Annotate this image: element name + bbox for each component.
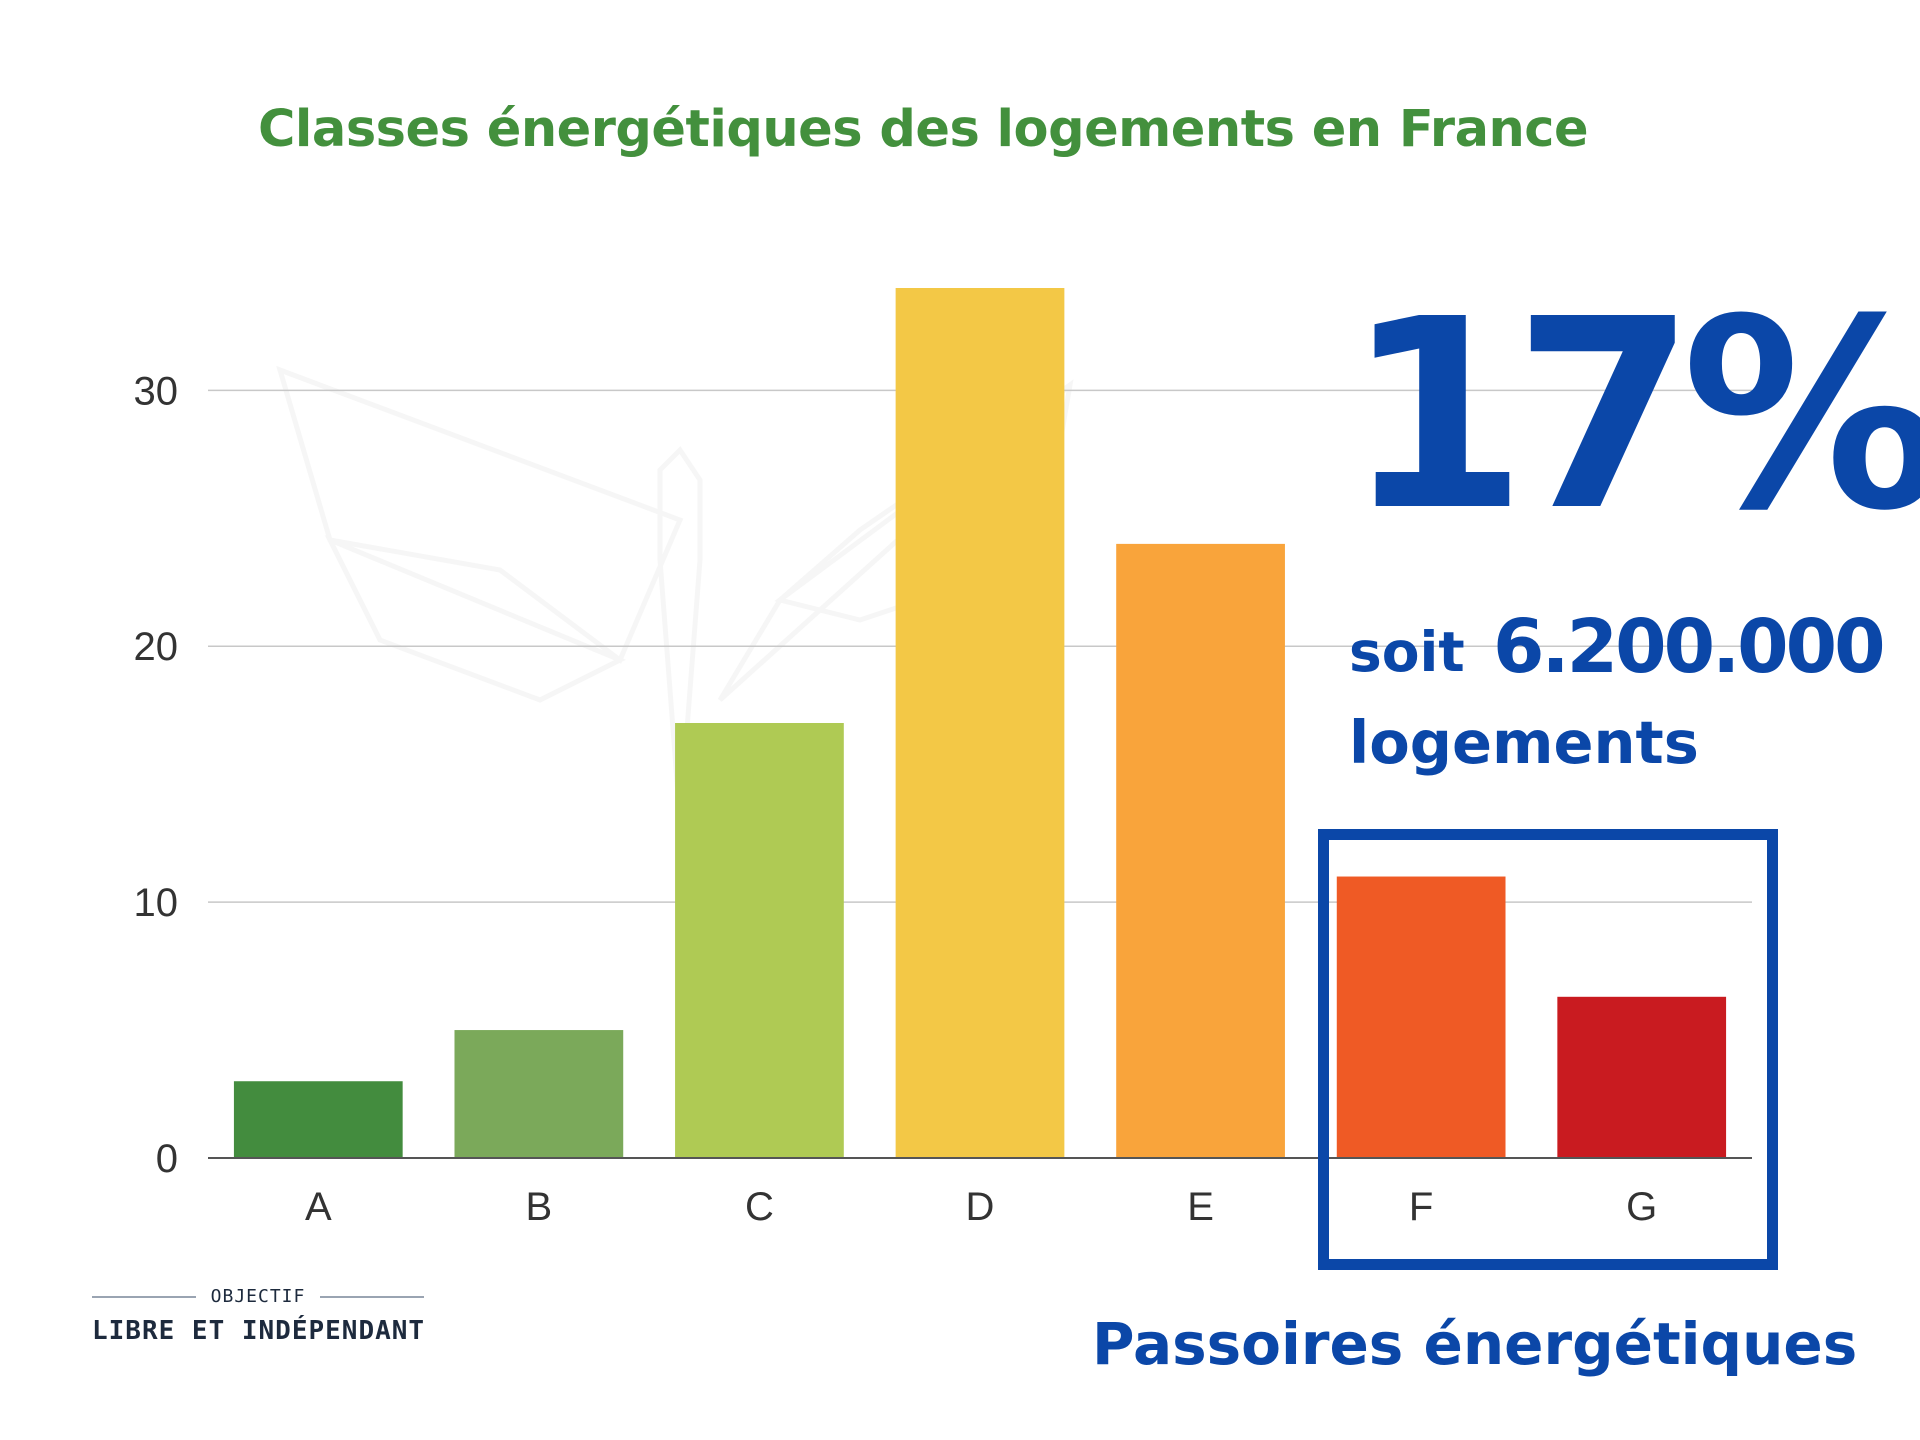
units-label: logements [1349,708,1699,777]
bar-d [895,288,1065,1158]
bar-b [454,1030,624,1158]
housing-count: 6.200.000 [1493,604,1886,690]
logo-bottom-text: LIBRE ET INDÉPENDANT [92,1316,426,1346]
percent-callout: 17% [1345,263,1920,568]
highlight-box-f-g [1318,829,1778,1270]
y-tick-label: 30 [134,369,179,413]
logo: OBJECTIF LIBRE ET INDÉPENDANT [92,1286,424,1356]
x-tick-label: D [966,1185,995,1229]
soit-label: soit [1349,620,1465,684]
bar-g [1557,996,1727,1158]
passoires-label: Passoires énergétiques [1092,1310,1858,1378]
logo-line-left [92,1296,196,1298]
x-tick-label: G [1626,1185,1657,1229]
x-tick-label: C [745,1185,774,1229]
bar-a [233,1081,403,1158]
x-tick-label: E [1187,1185,1214,1229]
y-tick-label: 20 [134,625,179,669]
x-tick-label: B [526,1185,553,1229]
x-tick-labels: A B C D E F G [305,1185,1657,1229]
bar-e [1116,543,1285,1158]
bar-c [675,723,844,1158]
y-tick-label: 0 [156,1137,178,1181]
bar-f [1336,876,1506,1158]
x-tick-label: A [305,1185,332,1229]
bars [233,288,1727,1158]
y-tick-labels: 0 10 20 30 [134,369,179,1181]
x-tick-label: F [1409,1185,1433,1229]
logo-line-right [320,1296,424,1298]
y-tick-label: 10 [134,881,179,925]
chart-title: Classes énergétiques des logements en Fr… [258,100,1589,159]
logo-top-text: OBJECTIF [210,1286,306,1307]
